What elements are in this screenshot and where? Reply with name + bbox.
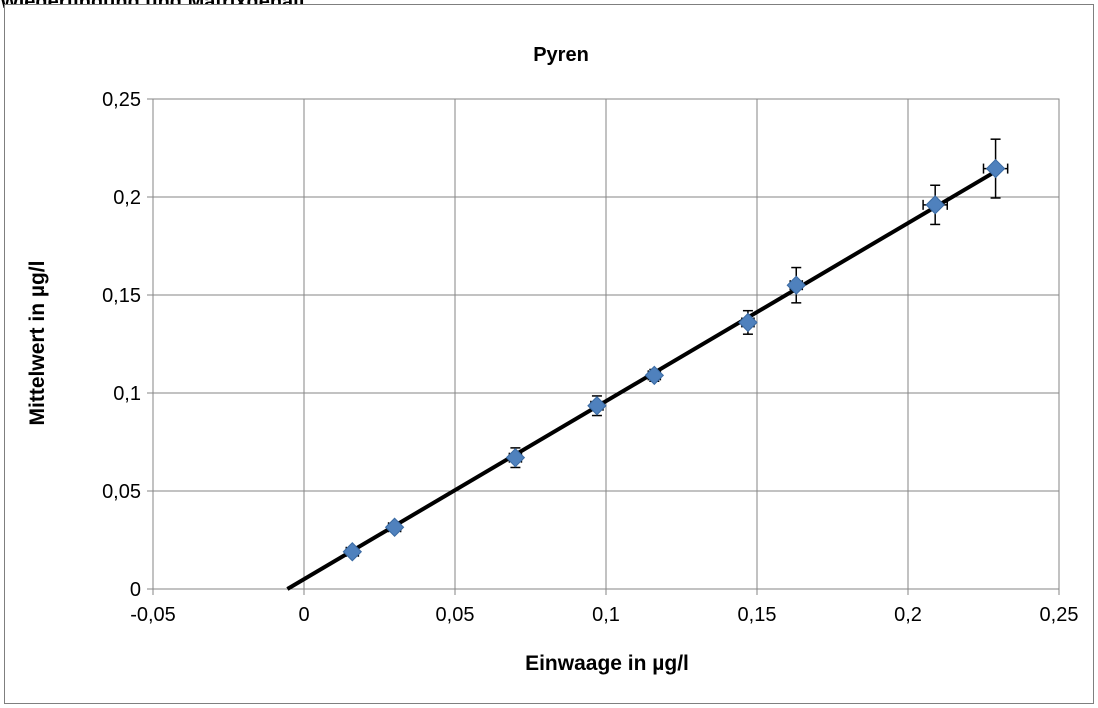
plot-border	[152, 98, 1060, 590]
data-point	[587, 396, 607, 416]
x-tick-label: 0	[298, 604, 309, 626]
y-tick-label: 0,1	[113, 383, 141, 405]
data-point	[925, 195, 945, 215]
data-point	[786, 275, 806, 295]
plot-area: 0 0,05 0,1 0,15 0,2 0,25 -0,05 0 0,05 0,1 0,15 0,2 0…	[102, 89, 1078, 626]
data-point	[505, 447, 526, 468]
y-tick-label: 0,15	[102, 285, 141, 307]
y-axis-title: Mittelwert in µg/l	[26, 261, 49, 426]
trendline	[286, 168, 999, 591]
x-tick-label: -0,05	[130, 604, 176, 626]
data-point	[738, 312, 758, 333]
x-tick-label: 0,2	[894, 604, 922, 626]
data-point	[342, 542, 363, 562]
x-axis-title: Einwaage in µg/l	[525, 652, 689, 675]
y-tick-label: 0,25	[102, 89, 141, 111]
data-point	[985, 158, 1006, 179]
y-tick-label: 0,05	[102, 481, 141, 503]
y-tick-label: 0,2	[113, 187, 141, 209]
x-tick-label: 0,1	[592, 604, 620, 626]
x-tick-label: 0,25	[1040, 604, 1079, 626]
y-tick-label: 0	[130, 579, 141, 601]
chart-title: Pyren	[533, 44, 589, 66]
chart-frame	[4, 4, 1094, 704]
x-tick-label: 0,15	[738, 604, 777, 626]
x-tick-label: 0,05	[436, 604, 475, 626]
data-point	[384, 517, 405, 537]
data-point	[644, 365, 665, 386]
